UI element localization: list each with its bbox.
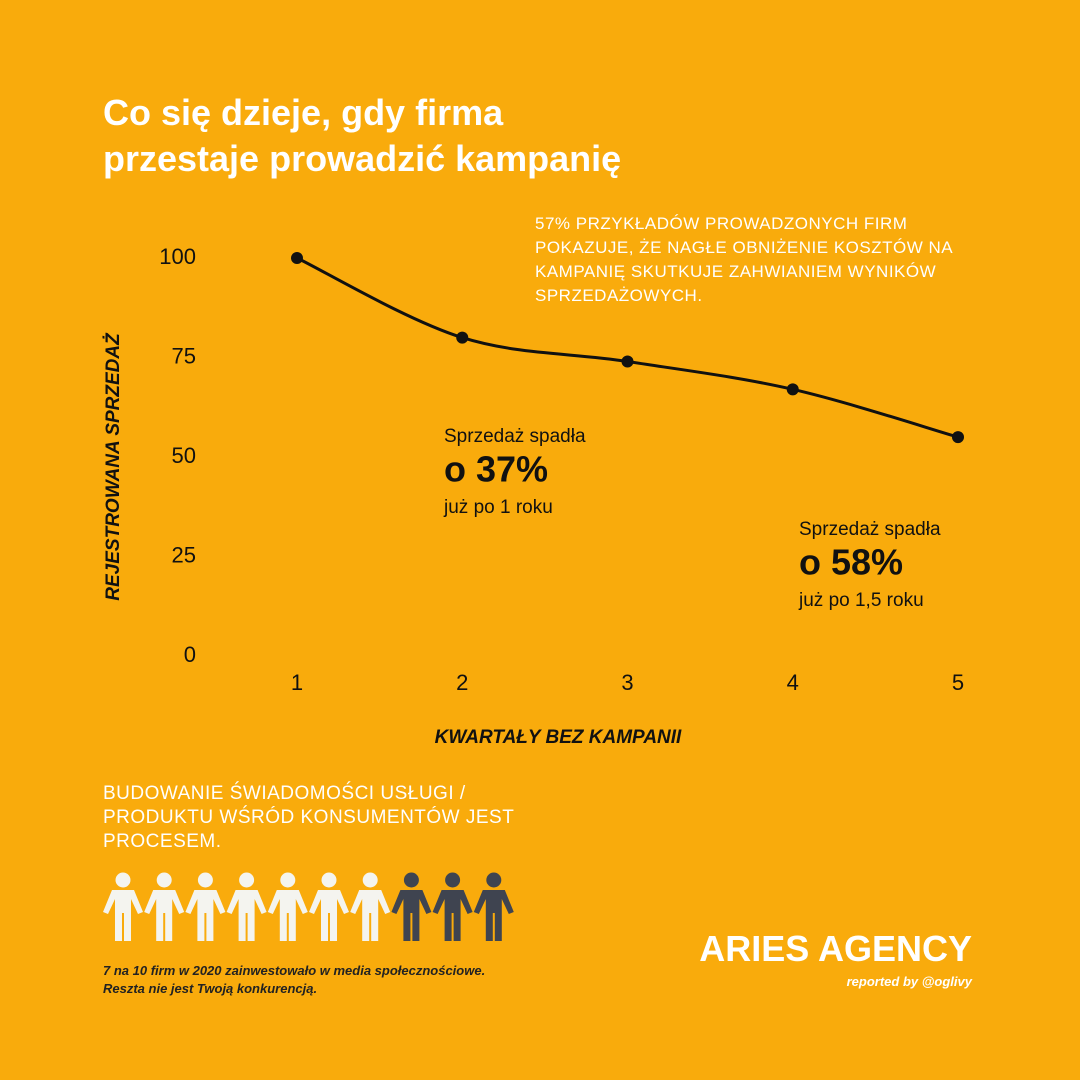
annotation-note: już po 1,5 roku — [798, 590, 924, 611]
person-part — [309, 890, 349, 941]
person-icon — [350, 872, 391, 941]
person-icon — [144, 872, 185, 941]
person-part — [239, 872, 255, 888]
point — [456, 331, 469, 344]
person-part — [103, 890, 143, 941]
credit: reported by @oglivy — [846, 974, 972, 989]
point — [621, 355, 634, 368]
person-part — [445, 872, 461, 888]
person-part — [403, 872, 419, 888]
person-part — [486, 872, 502, 888]
person-icon — [226, 872, 267, 941]
point — [952, 431, 964, 444]
person-part — [391, 890, 432, 941]
x-tick-label: 5 — [952, 670, 964, 695]
person-part — [156, 872, 172, 888]
person-icon — [309, 872, 349, 941]
x-tick-label: 4 — [787, 670, 799, 695]
chart-note: 57% PRZYKŁADÓW PROWADZONYCH FIRM POKAZUJ… — [535, 214, 953, 305]
person-icon — [267, 872, 308, 941]
person-part — [432, 890, 473, 941]
person-icon — [103, 872, 143, 941]
x-axis-label: KWARTAŁY BEZ KAMPANII — [435, 727, 682, 748]
person-part — [350, 890, 391, 941]
annotation-note: już po 1 roku — [443, 497, 553, 518]
person-part — [115, 872, 131, 888]
y-tick-label: 50 — [172, 443, 196, 468]
point — [786, 383, 799, 396]
person-part — [197, 872, 213, 888]
person-part — [267, 890, 308, 941]
brand: ARIES AGENCY — [699, 928, 972, 969]
statement: BUDOWANIE ŚWIADOMOŚCI USŁUGI / PRODUKTU … — [103, 783, 514, 852]
y-tick-label: 100 — [159, 244, 196, 269]
person-icon — [391, 872, 432, 941]
person-icon — [432, 872, 473, 941]
x-tick-label: 2 — [456, 670, 468, 695]
x-tick-label: 1 — [291, 670, 303, 695]
annotation-text: Sprzedaż spadła — [799, 519, 941, 540]
person-part — [226, 890, 267, 941]
chart-title: Co się dzieje, gdy firma przestaje prowa… — [103, 92, 622, 179]
y-tick-label: 25 — [172, 542, 196, 567]
y-tick-label: 0 — [184, 642, 196, 667]
annotation-text: Sprzedaż spadła — [444, 426, 586, 447]
y-axis-label: REJESTROWANA SPRZEDAŻ — [103, 332, 124, 601]
person-part — [321, 872, 337, 888]
person-part — [280, 872, 296, 888]
person-part — [473, 890, 514, 941]
annotation-headline: o 58% — [799, 542, 903, 583]
y-tick-label: 75 — [172, 343, 196, 368]
person-part — [185, 890, 226, 941]
x-tick-label: 3 — [621, 670, 633, 695]
point — [291, 252, 303, 264]
person-part — [144, 890, 185, 941]
person-icon — [473, 872, 514, 941]
caption: 7 na 10 firm w 2020 zainwestowało w medi… — [103, 963, 486, 996]
person-icon — [185, 872, 226, 941]
person-part — [362, 872, 378, 888]
annotation-headline: o 37% — [444, 449, 548, 490]
